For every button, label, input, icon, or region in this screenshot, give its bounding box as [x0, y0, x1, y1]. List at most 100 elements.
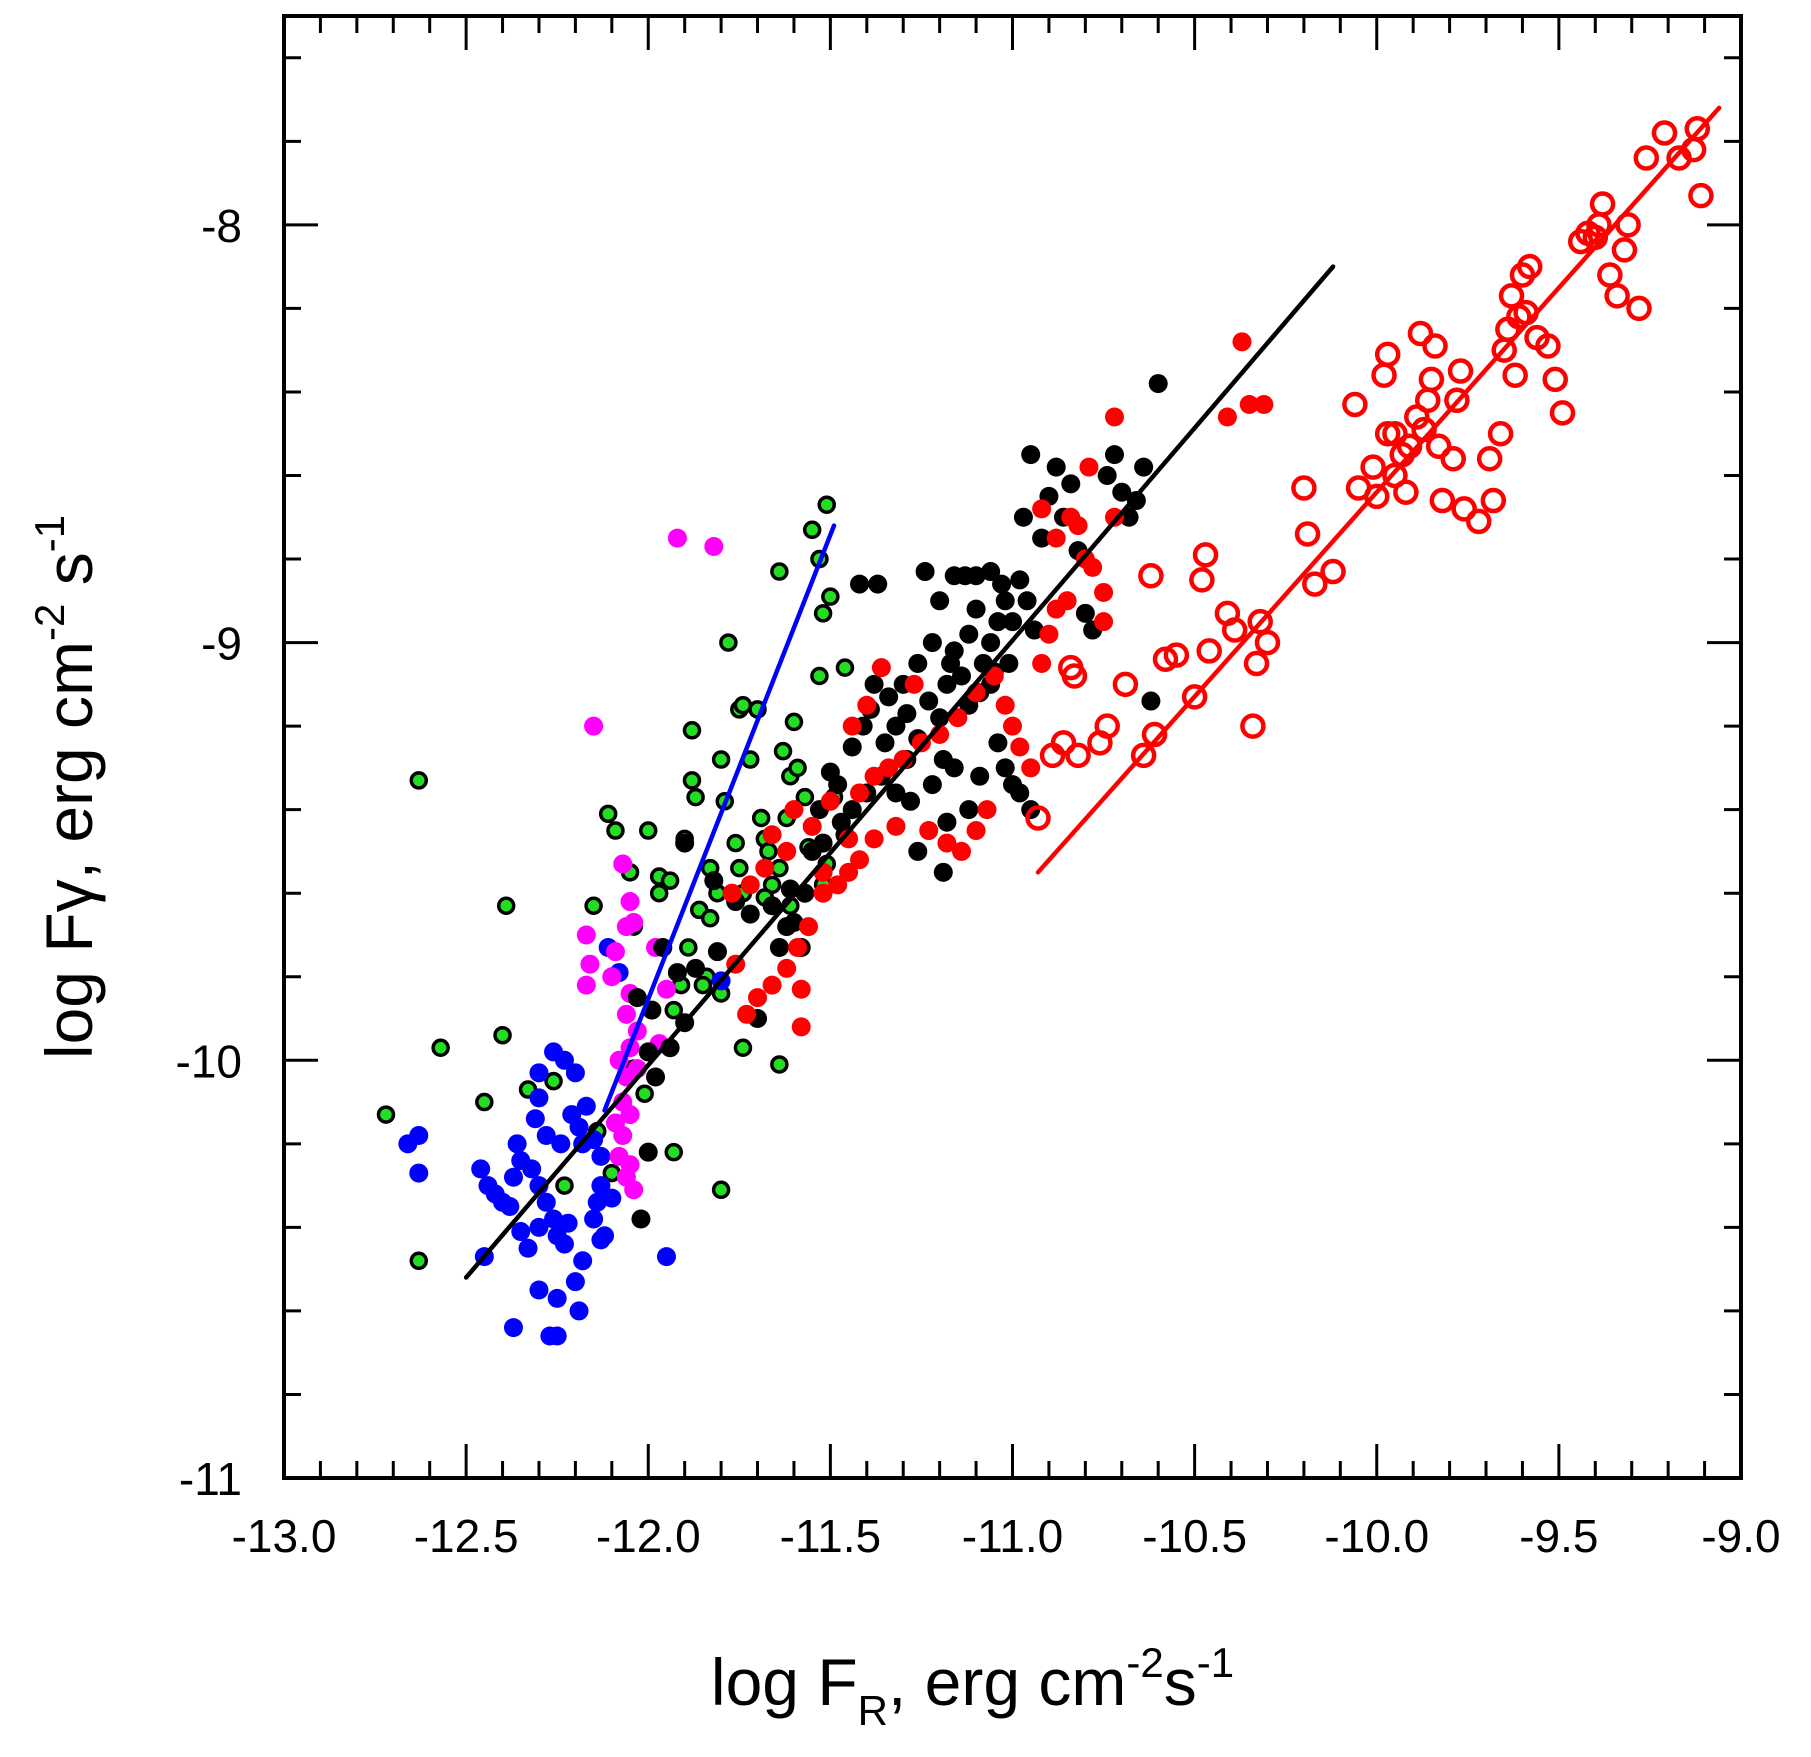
point-black — [842, 800, 862, 820]
point-magenta — [624, 1180, 644, 1200]
point-black — [999, 653, 1019, 673]
point-black — [901, 791, 921, 811]
point-blue — [554, 1234, 574, 1254]
point-green-outlined — [431, 1038, 450, 1058]
point-red-open — [1444, 387, 1470, 414]
y-tick-label: -8 — [201, 200, 242, 252]
point-red-open — [1360, 454, 1386, 480]
point-black — [813, 833, 833, 853]
point-black — [919, 691, 939, 711]
point-black — [667, 963, 687, 983]
x-tick-label: -13.0 — [232, 1510, 337, 1562]
point-blue — [536, 1125, 556, 1145]
black-fit — [463, 264, 1336, 1280]
x-tick-label: -9.0 — [1701, 1510, 1780, 1562]
y-axis-title: log Fγ, erg cm-2 s-1 — [26, 515, 106, 1059]
point-green-outlined — [649, 883, 669, 903]
point-red-filled — [850, 783, 870, 803]
point-green-outlined — [759, 842, 778, 861]
y-tick-label: -10 — [176, 1035, 242, 1087]
point-black — [1003, 612, 1022, 632]
point-red-open — [1451, 496, 1477, 522]
point-magenta — [656, 979, 676, 999]
x-axis-title: log FR, erg cm-2s-1 — [711, 1639, 1234, 1734]
point-black — [1032, 528, 1052, 548]
point-red-open — [1374, 341, 1401, 368]
point-red-open — [1112, 671, 1139, 698]
point-blue — [602, 1188, 622, 1208]
point-blue — [522, 1159, 542, 1179]
point-black — [886, 716, 906, 736]
point-red-filled — [879, 758, 899, 778]
point-green-outlined — [679, 938, 698, 957]
point-black — [631, 1209, 651, 1229]
point-green-outlined — [802, 520, 822, 540]
point-black — [933, 862, 953, 882]
point-black — [970, 766, 990, 786]
point-green-outlined — [639, 821, 658, 840]
point-black — [886, 783, 906, 803]
point-red-open — [1549, 400, 1576, 426]
point-red-open — [1535, 333, 1561, 359]
point-red-filled — [842, 716, 862, 736]
point-black — [995, 758, 1015, 778]
point-blue — [565, 1272, 585, 1292]
x-tick-label: -12.5 — [414, 1510, 519, 1562]
point-black — [908, 653, 928, 673]
point-red-open — [1141, 721, 1168, 748]
point-red-filled — [857, 695, 877, 715]
point-black — [868, 574, 888, 594]
point-black — [988, 612, 1008, 632]
point-red-open — [1138, 562, 1164, 589]
point-red-filled — [952, 841, 972, 861]
point-green-outlined — [475, 1092, 494, 1112]
point-black — [1046, 457, 1066, 477]
point-blue — [558, 1213, 578, 1233]
point-black — [1148, 374, 1168, 394]
point-red-filled — [1032, 499, 1052, 519]
point-black — [831, 812, 851, 832]
point-red-filled — [755, 858, 775, 878]
point-red-filled — [799, 917, 819, 937]
point-red-filled — [871, 658, 891, 678]
point-blue — [529, 1217, 549, 1237]
point-blue — [573, 1251, 593, 1271]
point-red-open — [1181, 684, 1208, 710]
point-blue — [493, 1192, 513, 1212]
point-red-filled — [1094, 612, 1114, 632]
point-red-open — [1542, 366, 1568, 393]
point-red-open — [1502, 362, 1528, 388]
point-green-outlined — [726, 833, 745, 853]
point-green-outlined — [770, 562, 789, 581]
point-black — [959, 624, 979, 644]
y-tick-label: -9 — [201, 618, 242, 670]
point-green-outlined — [409, 1251, 429, 1271]
point-green-outlined — [496, 896, 516, 915]
point-red-open — [1688, 182, 1714, 209]
point-red-open — [1407, 320, 1434, 347]
point-red-open — [1025, 805, 1051, 831]
point-red-open — [1065, 742, 1091, 769]
point-red-filled — [777, 958, 797, 978]
point-red-filled — [864, 766, 884, 786]
point-red-open — [1050, 730, 1077, 756]
point-black — [1075, 603, 1095, 623]
point-blue — [471, 1159, 491, 1179]
point-red-filled — [762, 825, 782, 845]
point-green-outlined — [770, 1055, 789, 1074]
point-magenta — [620, 892, 640, 912]
point-blue — [587, 1192, 607, 1212]
point-red-filled — [1003, 716, 1022, 736]
point-red-filled — [984, 666, 1004, 686]
point-magenta — [613, 854, 633, 874]
point-black — [1097, 465, 1117, 485]
point-red-filled — [722, 883, 742, 903]
point-magenta — [605, 942, 625, 962]
point-green-outlined — [686, 787, 705, 807]
point-black — [1010, 783, 1030, 803]
point-blue — [409, 1125, 429, 1145]
point-green-outlined — [635, 1084, 654, 1103]
point-black — [952, 666, 972, 686]
y-tick-label: -11 — [179, 1453, 242, 1505]
